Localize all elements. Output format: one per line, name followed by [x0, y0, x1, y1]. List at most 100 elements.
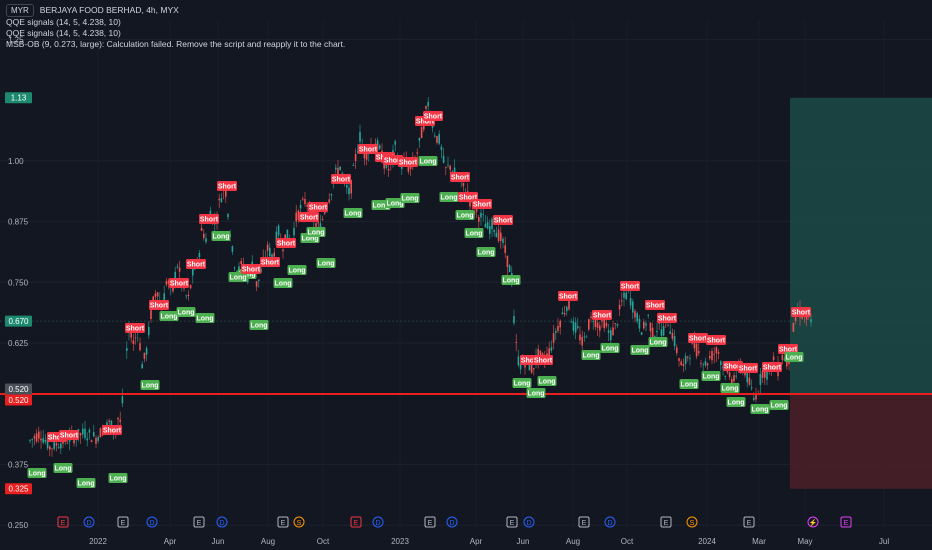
candle-body [508, 265, 511, 273]
candle-body [275, 231, 278, 245]
event-marker-box [193, 516, 205, 528]
event-marker[interactable]: E [57, 516, 69, 528]
candle-body [95, 437, 97, 444]
signal-box [620, 281, 640, 291]
symbol-title[interactable]: BERJAYA FOOD BERHAD, 4h, MYX [39, 5, 179, 15]
event-marker[interactable]: E [277, 516, 289, 528]
short-signal: Short [276, 238, 296, 248]
candle-body [680, 361, 682, 366]
event-marker-ring [686, 516, 698, 528]
indicator-qqe-2[interactable]: QQE signals (14, 5, 4.238, 10) [6, 28, 121, 38]
indicator-qqe-1[interactable]: QQE signals (14, 5, 4.238, 10) [6, 17, 121, 27]
event-marker[interactable]: S [686, 516, 698, 528]
event-marker-box [840, 516, 852, 528]
time-axis[interactable]: 2022 Apr Jun Aug Oct 2023 Apr Jun Aug Oct 2024 Mar M… [89, 537, 889, 546]
signal-box [645, 300, 665, 310]
candle-body [687, 356, 689, 358]
indicator-msb-ob[interactable]: MSB-OB (9, 0.273, large): Calculation fa… [6, 39, 346, 49]
event-marker[interactable]: E [193, 516, 205, 528]
candle-body [359, 131, 361, 142]
signal-box [176, 307, 196, 317]
x-tick-label: Jul [879, 537, 889, 546]
event-marker[interactable]: E [117, 516, 129, 528]
event-marker[interactable]: E [424, 516, 436, 528]
short-signal: Short [533, 355, 553, 365]
candle-body [502, 238, 504, 243]
x-tick-label: Jun [212, 537, 225, 546]
candle-body [66, 442, 69, 444]
event-marker-ring [523, 516, 535, 528]
candle-body [592, 320, 594, 322]
candle-body [709, 355, 711, 359]
candle-body [271, 254, 273, 259]
short-signal: Short [657, 313, 677, 323]
candle-body [495, 232, 498, 238]
event-marker[interactable]: E [578, 516, 590, 528]
candle-body [570, 321, 572, 323]
event-marker[interactable]: D [146, 516, 158, 528]
event-marker[interactable]: E [660, 516, 672, 528]
signal-box [537, 376, 557, 386]
candle-body [174, 272, 176, 281]
event-marker-box [57, 516, 69, 528]
long-signal: Long [211, 231, 231, 241]
signal-box [186, 259, 206, 269]
candle-body [550, 347, 553, 351]
signal-box [398, 157, 418, 167]
event-markers[interactable]: E D E D E D E S E D E D E D E D E S E ⚡ E [57, 516, 852, 528]
candle-body [632, 301, 634, 313]
signal-label: Short [384, 158, 403, 165]
event-marker[interactable]: D [216, 516, 228, 528]
candle-body [57, 447, 60, 449]
event-marker[interactable]: E [350, 516, 362, 528]
event-marker[interactable]: E [506, 516, 518, 528]
price-badge-box [5, 92, 32, 104]
signal-box [149, 300, 169, 310]
candle-body [541, 353, 544, 356]
signal-label: Short [763, 365, 782, 372]
candle-body [484, 223, 487, 228]
candle-body [517, 356, 520, 366]
candle-body [759, 374, 762, 385]
candle-body [493, 230, 495, 233]
event-marker[interactable]: D [523, 516, 535, 528]
candle-body [792, 322, 795, 332]
candle-body [187, 294, 190, 297]
x-tick-label: Jun [517, 537, 530, 546]
event-marker[interactable]: E [743, 516, 755, 528]
candle-body [764, 370, 766, 378]
event-marker[interactable]: ⚡ [807, 516, 819, 528]
event-marker[interactable]: S [293, 516, 305, 528]
candle-body [596, 322, 599, 328]
candle-body [623, 292, 625, 298]
signal-box [102, 425, 122, 435]
candle-body [172, 285, 174, 292]
short-signal: Short [260, 257, 280, 267]
candle-body [566, 306, 568, 312]
candle-body [720, 361, 722, 365]
short-signal: Short [762, 362, 782, 372]
candle-body [530, 364, 533, 373]
event-marker[interactable]: E [840, 516, 852, 528]
signal-label: Short [187, 262, 206, 269]
x-tick-label: 2022 [89, 537, 107, 546]
candle-body [563, 313, 566, 315]
candle-body [447, 164, 449, 166]
long-signal: Long [195, 313, 215, 323]
price-badge-box [5, 394, 32, 406]
candle-body [519, 363, 522, 370]
short-signal: Short [149, 300, 169, 310]
event-marker[interactable]: D [83, 516, 95, 528]
event-marker-glyph: E [844, 520, 849, 527]
event-marker[interactable]: D [372, 516, 384, 528]
event-marker[interactable]: D [604, 516, 616, 528]
long-signal: Long [176, 307, 196, 317]
currency-badge[interactable]: MYR [6, 4, 34, 17]
event-marker-ring [604, 516, 616, 528]
price-axis[interactable]: 1.25 1.00 0.875 0.750 0.625 0.375 0.250 [8, 35, 29, 530]
event-marker[interactable]: D [446, 516, 458, 528]
candle-body [198, 252, 201, 258]
candle-body [350, 180, 352, 194]
